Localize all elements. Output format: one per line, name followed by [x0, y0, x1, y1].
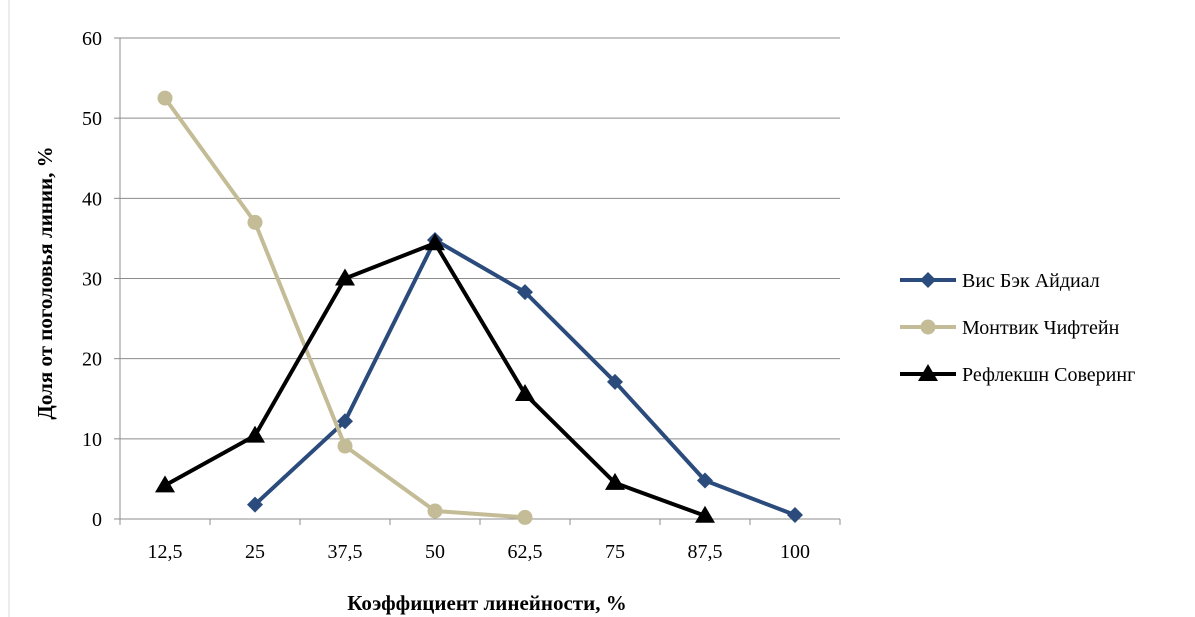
series-3 — [155, 233, 715, 523]
legend-item: Монтвик Чифтейн — [900, 317, 1120, 339]
data-point — [247, 214, 263, 230]
x-tick-label: 100 — [780, 541, 810, 563]
x-tick-label: 62,5 — [508, 541, 543, 563]
x-tick-label: 75 — [605, 541, 625, 563]
y-tick-label: 10 — [82, 429, 102, 451]
data-point — [337, 413, 353, 430]
y-tick-label: 40 — [82, 188, 102, 210]
y-tick-labels: 0 10 20 30 40 50 60 — [82, 28, 102, 531]
data-point — [245, 425, 265, 443]
data-point — [337, 438, 353, 454]
y-axis-title: Доля от поголовья линии, % — [33, 146, 57, 419]
gridlines — [120, 37, 840, 440]
data-point — [425, 233, 445, 251]
data-point — [517, 509, 533, 525]
series-2 — [157, 90, 533, 525]
series-line — [253, 238, 796, 517]
data-point — [427, 503, 443, 519]
data-point — [247, 496, 263, 513]
axes — [114, 37, 841, 525]
series-line — [164, 241, 706, 518]
legend-label: Рефлекшн Соверинг — [962, 364, 1135, 386]
series-1 — [247, 232, 803, 523]
y-tick-label: 30 — [82, 269, 102, 291]
legend-item: Рефлекшн Соверинг — [900, 364, 1135, 386]
series-group — [155, 90, 803, 525]
y-tick-label: 50 — [82, 108, 102, 130]
x-tick-labels: 12,5 25 37,5 50 62,5 75 87,5 100 — [148, 541, 811, 563]
y-tick-label: 0 — [92, 509, 102, 531]
data-point — [515, 383, 535, 401]
x-tick-label: 12,5 — [148, 541, 183, 563]
legend-item: Вис Бэк Айдиал — [900, 270, 1100, 292]
legend: Вис Бэк Айдиал Монтвик Чифтейн Рефлекшн Со… — [900, 270, 1135, 386]
y-tick-label: 60 — [82, 28, 102, 50]
data-point — [605, 472, 625, 490]
data-point — [517, 284, 533, 301]
data-point — [157, 90, 173, 106]
x-tick-label: 37,5 — [328, 541, 363, 563]
legend-label: Вис Бэк Айдиал — [962, 270, 1100, 292]
x-tick-label: 50 — [425, 541, 445, 563]
x-axis-title: Коэффициент линейности, % — [347, 591, 626, 615]
data-point — [607, 373, 623, 390]
y-tick-label: 20 — [82, 349, 102, 371]
data-point — [787, 506, 803, 523]
legend-label: Монтвик Чифтейн — [962, 317, 1120, 339]
data-point — [697, 472, 713, 489]
x-tick-label: 87,5 — [688, 541, 723, 563]
legend-marker — [920, 272, 936, 288]
x-tick-label: 25 — [245, 541, 265, 563]
legend-marker — [920, 319, 936, 335]
data-point — [155, 475, 175, 493]
legend-marker — [918, 364, 938, 381]
data-point — [335, 268, 355, 286]
data-point — [695, 505, 715, 523]
